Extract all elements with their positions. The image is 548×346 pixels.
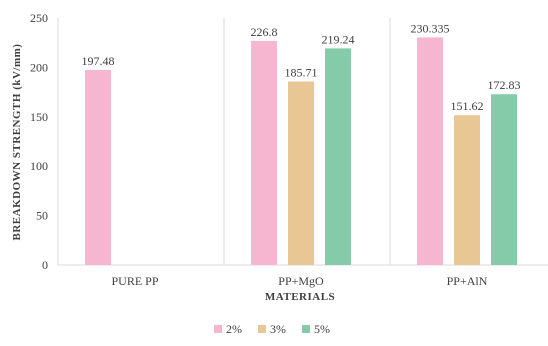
data-labels: 197.48 226.8 185.71 219.24 230.335 151.62 172.…	[82, 21, 521, 113]
y-tick-label: 0	[42, 258, 48, 272]
data-label: 172.83	[488, 78, 521, 92]
y-tick-labels: 0 50 100 150 200 250	[30, 11, 48, 272]
data-label: 219.24	[322, 32, 355, 46]
bar-3pct-2	[454, 115, 480, 266]
bar-5pct-2	[491, 94, 517, 265]
bar-2pct-1	[251, 40, 277, 265]
bar-3pct-1	[288, 81, 314, 265]
legend-label: 5%	[314, 322, 330, 336]
data-label: 226.8	[251, 25, 278, 39]
data-label: 197.48	[82, 54, 115, 68]
bar-2pct-2	[417, 37, 443, 266]
data-label: 230.335	[411, 21, 450, 35]
bar-2pct-0	[85, 69, 111, 265]
y-tick-label: 250	[30, 11, 48, 25]
legend-label: 2%	[226, 322, 242, 336]
data-label: 185.71	[285, 66, 318, 80]
x-axis-title: MATERIALS	[265, 291, 335, 303]
y-tick-label: 100	[30, 159, 48, 173]
bars	[85, 37, 517, 266]
legend: 2% 3% 5%	[214, 322, 330, 336]
y-axis-title: BREAKDOWN STRENGTH (kV/mm)	[11, 44, 23, 241]
x-tick-label: PURE PP	[111, 274, 158, 288]
legend-swatch	[302, 325, 310, 333]
legend-swatch	[214, 325, 222, 333]
x-tick-label: PP+MgO	[278, 274, 324, 288]
legend-label: 3%	[270, 322, 286, 336]
y-tick-label: 50	[36, 209, 48, 223]
bar-5pct-1	[325, 48, 351, 265]
y-tick-label: 200	[30, 60, 48, 74]
legend-swatch	[258, 325, 266, 333]
x-tick-labels: PURE PP PP+MgO PP+AlN	[111, 274, 487, 288]
y-tick-label: 150	[30, 110, 48, 124]
x-tick-label: PP+AlN	[447, 274, 488, 288]
data-label: 151.62	[451, 99, 484, 113]
